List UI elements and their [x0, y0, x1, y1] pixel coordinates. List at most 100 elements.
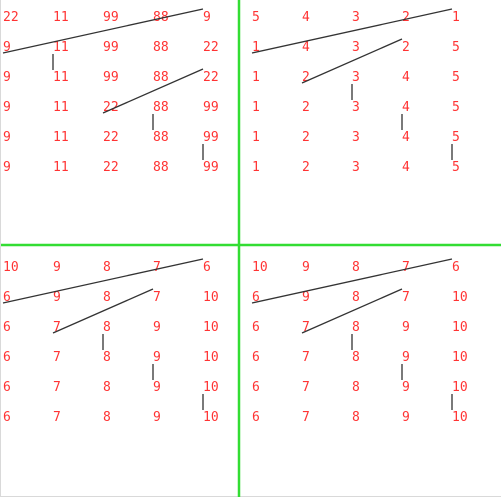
number-cell: 8	[103, 260, 111, 275]
number-cell: 5	[452, 160, 460, 175]
number-cell: 99	[203, 100, 219, 115]
swap-trace-line	[251, 258, 453, 304]
number-cell: 88	[153, 70, 169, 85]
swap-trace-line	[2, 258, 204, 304]
swap-trace-line	[2, 8, 204, 54]
number-cell: 11	[53, 100, 69, 115]
number-cell: 9	[402, 320, 410, 335]
number-cell: 6	[252, 410, 260, 425]
number-cell: 9	[153, 320, 161, 335]
number-cell: 7	[302, 410, 310, 425]
number-cell: 11	[53, 130, 69, 145]
number-cell: 88	[153, 40, 169, 55]
number-cell: 10	[203, 380, 219, 395]
number-cell: 7	[402, 290, 410, 305]
number-cell: 3	[352, 40, 360, 55]
number-cell: 9	[402, 380, 410, 395]
number-cell: 7	[153, 290, 161, 305]
panel-bottom-right: 10 9 8 7 6 6 9 8 7 10 6 7 8 9 10 6 7 8 9 10 6 7 8 9 10 6 7 8 9 10	[251, 258, 468, 425]
number-cell: 5	[452, 130, 460, 145]
swap-trace-line	[301, 38, 403, 84]
number-cell: 6	[252, 290, 260, 305]
number-cell: 1	[252, 130, 260, 145]
number-cell: 9	[3, 130, 11, 145]
swap-trace-line	[301, 288, 403, 334]
number-cell: 8	[352, 320, 360, 335]
number-cell: 88	[153, 100, 169, 115]
number-cell: 5	[252, 10, 260, 25]
number-cell: 2	[402, 40, 410, 55]
number-cell: 9	[402, 350, 410, 365]
number-cell: 1	[252, 40, 260, 55]
number-cell: 9	[3, 160, 11, 175]
number-cell: 1	[452, 10, 460, 25]
number-cell: 3	[352, 160, 360, 175]
number-cell: 7	[302, 380, 310, 395]
panel-top-right: 5 4 3 2 1 1 4 3 2 5 1 2 3 4 5 1 2 3 4 5 1 2 3 4 5 1 2 3 4 5	[251, 8, 460, 175]
number-cell: 10	[452, 320, 468, 335]
number-cell: 10	[203, 320, 219, 335]
number-cell: 8	[352, 260, 360, 275]
number-cell: 7	[53, 320, 61, 335]
number-cell: 8	[103, 380, 111, 395]
number-cell: 10	[252, 260, 268, 275]
number-cell: 8	[352, 380, 360, 395]
swap-trace-line	[102, 68, 204, 114]
number-cell: 6	[252, 350, 260, 365]
number-cell: 88	[153, 130, 169, 145]
number-cell: 8	[352, 410, 360, 425]
number-cell: 4	[402, 70, 410, 85]
number-cell: 22	[103, 130, 119, 145]
number-cell: 6	[3, 380, 11, 395]
number-cell: 99	[203, 130, 219, 145]
number-cell: 3	[352, 10, 360, 25]
number-cell: 6	[252, 380, 260, 395]
number-cell: 11	[53, 160, 69, 175]
number-cell: 2	[302, 100, 310, 115]
number-cell: 22	[3, 10, 19, 25]
number-cell: 10	[203, 410, 219, 425]
number-cell: 11	[53, 70, 69, 85]
number-cell: 8	[103, 350, 111, 365]
number-cell: 88	[153, 160, 169, 175]
number-cell: 2	[302, 130, 310, 145]
number-cell: 9	[53, 290, 61, 305]
number-cell: 1	[252, 70, 260, 85]
number-cell: 8	[352, 290, 360, 305]
panels-layer: 22 11 99 88 99 11 99 88 229 11 99 88 229 11 22 88 999 11 2…	[2, 8, 468, 425]
number-cell: 10	[452, 380, 468, 395]
number-cell: 8	[103, 320, 111, 335]
number-cell: 11	[53, 10, 69, 25]
number-cell: 9	[3, 70, 11, 85]
number-cell: 4	[302, 10, 310, 25]
number-cell: 8	[352, 350, 360, 365]
number-cell: 4	[402, 130, 410, 145]
number-cell: 3	[352, 130, 360, 145]
number-cell: 6	[3, 350, 11, 365]
number-cell: 9	[153, 410, 161, 425]
number-cell: 1	[252, 160, 260, 175]
number-cell: 7	[53, 350, 61, 365]
number-cell: 6	[252, 320, 260, 335]
number-cell: 99	[103, 10, 119, 25]
number-cell: 2	[402, 10, 410, 25]
number-cell: 10	[452, 350, 468, 365]
number-cell: 5	[452, 100, 460, 115]
number-cell: 7	[302, 350, 310, 365]
number-cell: 3	[352, 70, 360, 85]
number-cell: 7	[402, 260, 410, 275]
number-cell: 9	[3, 40, 11, 55]
number-cell: 99	[103, 40, 119, 55]
number-cell: 6	[203, 260, 211, 275]
number-cell: 4	[402, 100, 410, 115]
number-cell: 5	[452, 40, 460, 55]
number-cell: 7	[53, 410, 61, 425]
number-cell: 7	[153, 260, 161, 275]
panel-bottom-left: 10 9 8 7 6 6 9 8 7 10 6 7 8 9 10 6 7 8 9 10 6 7 8 9 10 6 7 8 9 10	[2, 258, 219, 425]
number-cell: 10	[3, 260, 19, 275]
number-cell: 99	[203, 160, 219, 175]
number-cell: 9	[302, 260, 310, 275]
number-cell: 9	[153, 380, 161, 395]
